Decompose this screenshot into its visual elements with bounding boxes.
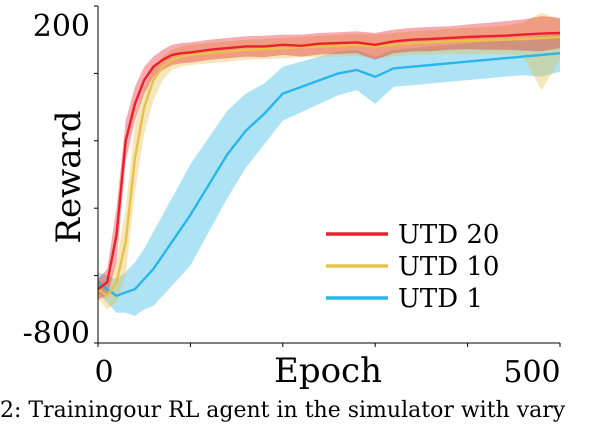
x-tick-label-left: 0	[94, 355, 113, 390]
band-utd-10	[98, 12, 560, 310]
figure-caption: 12: Trainingour RL agent in the simulato…	[0, 398, 566, 423]
axis-ticks	[94, 5, 561, 347]
y-tick-label-bottom: -800	[23, 316, 90, 351]
x-axis-title: Epoch	[274, 351, 382, 391]
legend-label-utd-1: UTD 1	[398, 284, 483, 314]
y-axis-title: Reward	[49, 110, 89, 243]
x-tick-label-right: 500	[503, 355, 560, 390]
y-tick-label-top: 200	[33, 9, 90, 44]
legend-label-utd-10: UTD 10	[398, 252, 499, 282]
legend-label-utd-20: UTD 20	[398, 220, 499, 250]
line-utd-20	[97, 31, 561, 291]
axes	[97, 6, 560, 344]
series-lines	[97, 31, 561, 297]
confidence-bands	[98, 12, 560, 316]
band-utd-1	[98, 34, 560, 316]
line-utd-1	[97, 52, 561, 297]
line-utd-10	[97, 35, 561, 297]
band-utd-20	[98, 16, 560, 300]
